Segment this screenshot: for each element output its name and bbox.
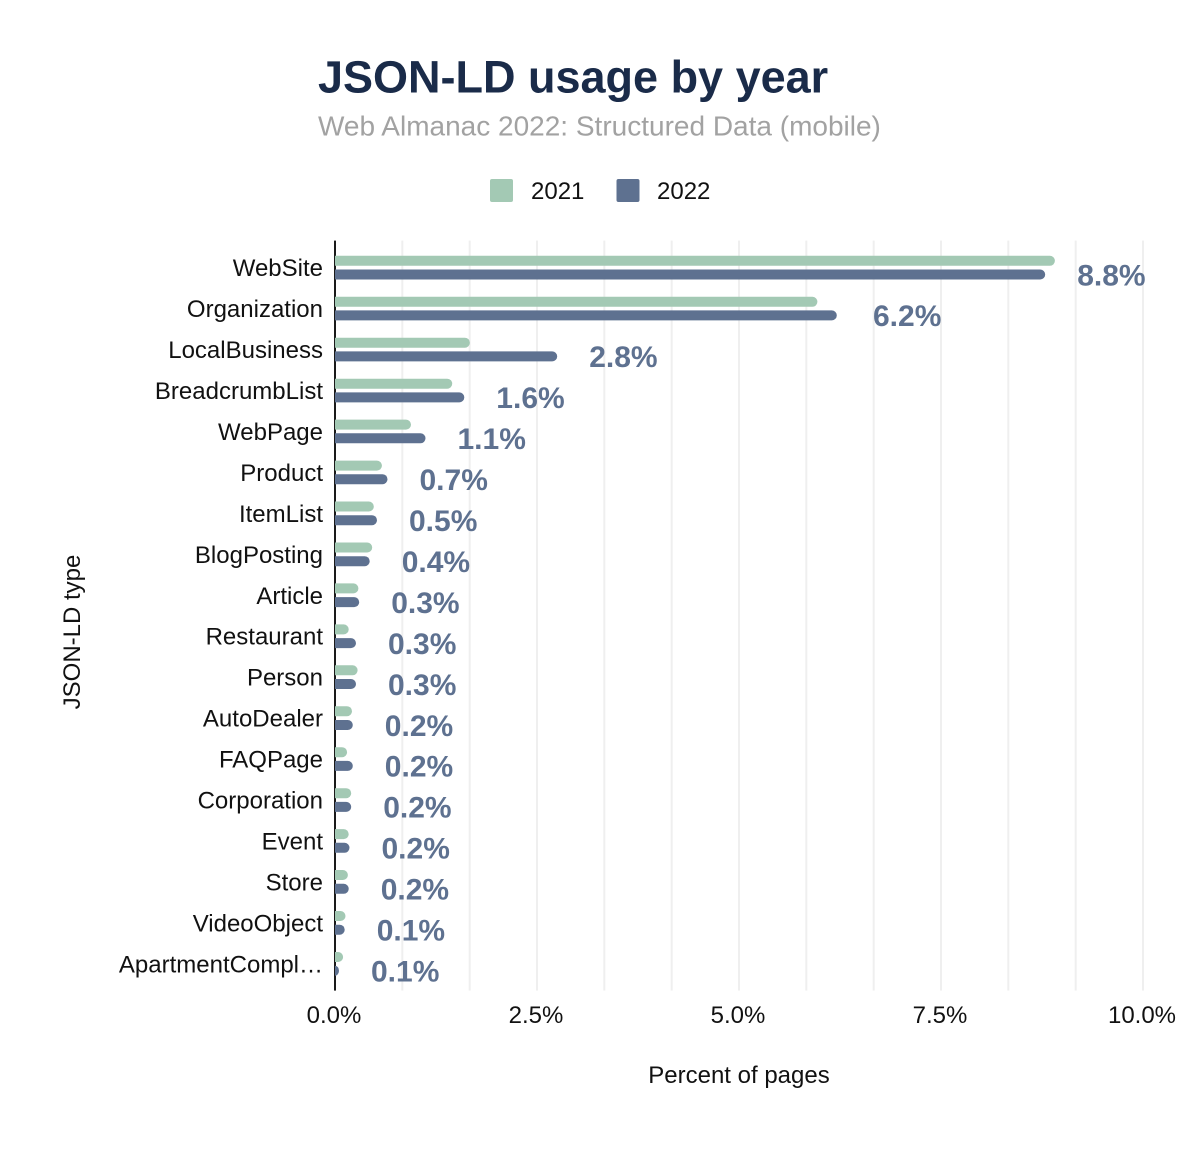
svg-text:Restaurant: Restaurant xyxy=(206,624,324,651)
svg-text:LocalBusiness: LocalBusiness xyxy=(168,337,323,364)
svg-text:7.5%: 7.5% xyxy=(913,1002,968,1029)
svg-text:BreadcrumbList: BreadcrumbList xyxy=(155,378,323,405)
svg-text:Web Almanac 2022: Structured D: Web Almanac 2022: Structured Data (mobil… xyxy=(318,111,881,142)
svg-text:BlogPosting: BlogPosting xyxy=(195,542,323,569)
svg-text:ItemList: ItemList xyxy=(239,501,323,528)
svg-text:JSON-LD usage by year: JSON-LD usage by year xyxy=(318,52,828,103)
svg-text:2021: 2021 xyxy=(531,178,584,205)
svg-text:WebSite: WebSite xyxy=(233,255,323,282)
svg-text:AutoDealer: AutoDealer xyxy=(203,706,323,733)
svg-text:0.2%: 0.2% xyxy=(385,751,453,784)
svg-text:FAQPage: FAQPage xyxy=(219,747,323,774)
svg-text:0.2%: 0.2% xyxy=(381,874,449,907)
svg-text:Person: Person xyxy=(247,665,323,692)
svg-text:6.2%: 6.2% xyxy=(873,300,941,333)
svg-text:0.3%: 0.3% xyxy=(391,587,459,620)
svg-text:0.1%: 0.1% xyxy=(377,915,445,948)
svg-text:0.4%: 0.4% xyxy=(402,546,470,579)
svg-text:0.1%: 0.1% xyxy=(371,956,439,989)
svg-text:ApartmentCompl…: ApartmentCompl… xyxy=(119,951,323,978)
svg-text:0.2%: 0.2% xyxy=(382,833,450,866)
svg-text:WebPage: WebPage xyxy=(218,419,323,446)
svg-text:0.5%: 0.5% xyxy=(409,505,477,538)
svg-text:0.2%: 0.2% xyxy=(383,792,451,825)
svg-text:5.0%: 5.0% xyxy=(711,1002,766,1029)
svg-text:8.8%: 8.8% xyxy=(1077,259,1145,292)
svg-text:0.2%: 0.2% xyxy=(385,710,453,743)
svg-text:Store: Store xyxy=(266,869,323,896)
svg-text:2022: 2022 xyxy=(657,178,710,205)
svg-text:1.6%: 1.6% xyxy=(496,382,564,415)
svg-text:2.5%: 2.5% xyxy=(509,1002,564,1029)
svg-text:VideoObject: VideoObject xyxy=(193,910,324,937)
svg-text:0.3%: 0.3% xyxy=(388,669,456,702)
svg-text:JSON-LD type: JSON-LD type xyxy=(59,555,86,710)
svg-text:Product: Product xyxy=(240,460,323,487)
svg-text:Percent of pages: Percent of pages xyxy=(648,1062,829,1089)
svg-text:0.0%: 0.0% xyxy=(307,1002,362,1029)
svg-text:0.7%: 0.7% xyxy=(420,464,488,497)
svg-text:Organization: Organization xyxy=(187,296,323,323)
svg-text:2.8%: 2.8% xyxy=(589,341,657,374)
svg-text:0.3%: 0.3% xyxy=(388,628,456,661)
svg-text:Article: Article xyxy=(256,583,323,610)
svg-text:1.1%: 1.1% xyxy=(458,423,526,456)
svg-text:Event: Event xyxy=(262,829,324,856)
svg-text:10.0%: 10.0% xyxy=(1108,1002,1176,1029)
svg-text:Corporation: Corporation xyxy=(198,788,323,815)
